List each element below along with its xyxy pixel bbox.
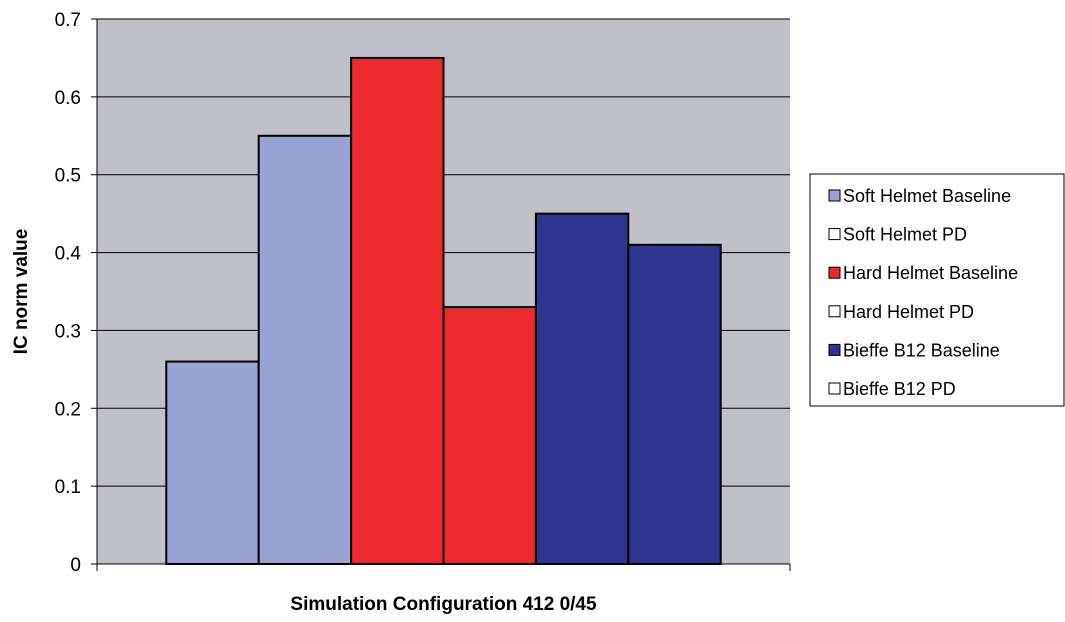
legend-box (809, 173, 1065, 407)
y-tick-label: 0.1 (55, 477, 81, 498)
legend-swatch (828, 305, 841, 318)
y-axis-title: IC norm value (11, 229, 32, 355)
legend-swatch (828, 382, 841, 395)
legend-swatch (828, 266, 841, 279)
bar-soft-helmet-pd (257, 134, 353, 566)
bar-bieffe-b12-baseline (534, 212, 630, 565)
y-tick-label: 0.5 (55, 166, 81, 187)
y-tick-label: 0.2 (55, 399, 81, 420)
y-tick-label: 0.7 (55, 10, 81, 31)
bar-hard-helmet-pd (442, 306, 537, 565)
legend-item-label: Soft Helmet PD (843, 225, 967, 245)
y-tick-labels: 0 0.1 0.2 0.3 0.4 0.5 0.6 0.7 (55, 10, 82, 576)
legend: Soft Helmet Baseline Soft Helmet PD Hard H… (809, 173, 1065, 407)
legend-item-label: Bieffe B12 Baseline (843, 340, 1000, 360)
y-tick-label: 0 (70, 555, 81, 576)
legend-item-label: Soft Helmet Baseline (843, 186, 1011, 206)
bar-bieffe-b12-pd (627, 243, 722, 566)
y-tick-label: 0.6 (55, 88, 81, 109)
y-tick-label: 0.3 (55, 321, 81, 342)
bar-soft-helmet-baseline (165, 360, 260, 566)
x-axis-title: Simulation Configuration 412 0/45 (290, 594, 597, 615)
bar-hard-helmet-baseline (350, 56, 445, 566)
y-tick-label: 0.4 (55, 244, 82, 265)
legend-item-label: Hard Helmet PD (843, 302, 974, 322)
legend-swatch (828, 228, 841, 241)
legend-swatch (828, 343, 841, 356)
legend-item-label: Bieffe B12 PD (843, 379, 956, 399)
legend-item-label: Hard Helmet Baseline (843, 263, 1018, 283)
legend-swatch (828, 189, 841, 202)
axes (91, 18, 791, 571)
